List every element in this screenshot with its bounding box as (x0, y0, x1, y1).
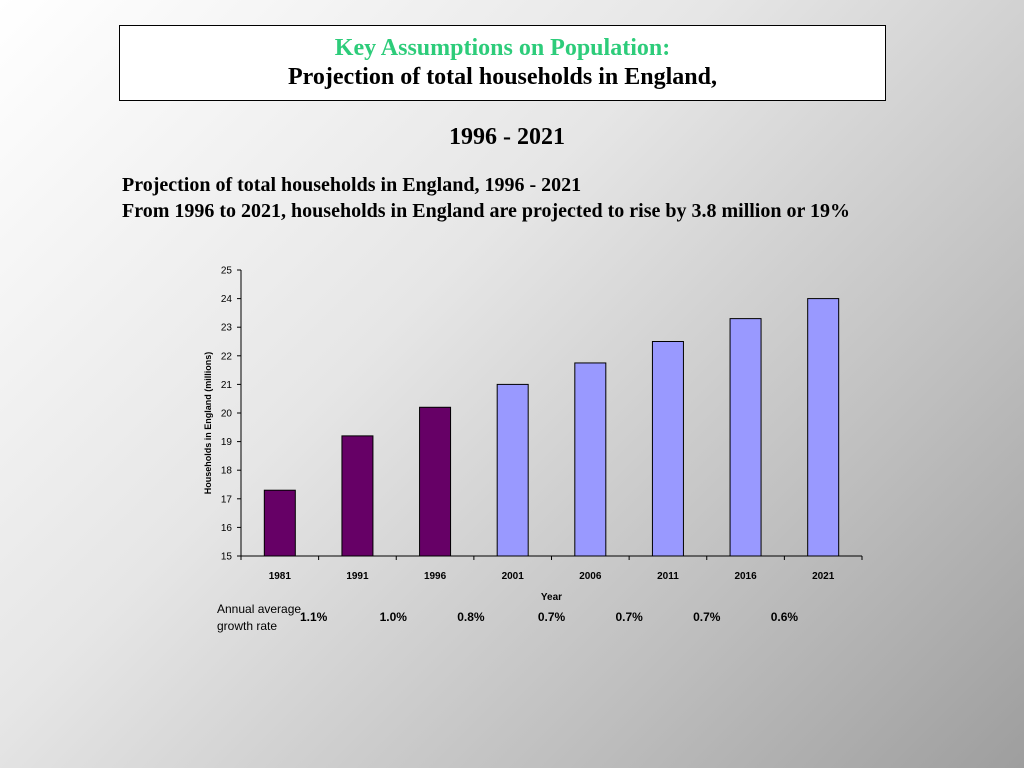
growth-rate-value: 0.7% (693, 610, 721, 624)
x-tick-label: 2016 (734, 571, 757, 582)
title-box: Key Assumptions on Population: Projectio… (119, 25, 886, 101)
y-tick-label: 21 (221, 380, 233, 391)
y-tick-label: 22 (221, 351, 233, 362)
title-subheading: Projection of total households in Englan… (288, 64, 717, 90)
x-tick-label: 2011 (657, 571, 679, 582)
bar-2006 (574, 362, 607, 557)
y-tick-label: 23 (221, 323, 233, 334)
y-tick-label: 19 (221, 437, 233, 448)
bar-2011 (651, 341, 684, 557)
y-tick-label: 18 (221, 466, 233, 477)
chart-heading-title: Projection of total households in Englan… (122, 174, 582, 196)
title-years: 1996 - 2021 (449, 124, 565, 150)
x-tick-label: 1981 (269, 571, 292, 582)
bar-2021 (807, 298, 840, 557)
chart-heading-summary: From 1996 to 2021, households in England… (122, 200, 850, 222)
growth-rate-value: 0.8% (457, 610, 485, 624)
growth-rate-value: 0.6% (771, 610, 799, 624)
x-tick-label: 2006 (579, 571, 602, 582)
growth-rate-value: 1.0% (380, 610, 408, 624)
bar-1981 (263, 489, 296, 557)
bar-1996 (419, 406, 452, 557)
y-tick-label: 17 (221, 494, 233, 505)
x-axis-title: Year (541, 592, 562, 603)
growth-rate-value: 0.7% (538, 610, 566, 624)
growth-rate-value: 0.7% (615, 610, 643, 624)
x-tick-label: 2021 (812, 571, 835, 582)
y-tick-label: 24 (221, 294, 233, 305)
chart-heading: Projection of total households in Englan… (122, 172, 912, 224)
title-heading: Key Assumptions on Population: (334, 35, 671, 61)
bar-2016 (729, 318, 762, 557)
y-tick-label: 25 (221, 266, 233, 277)
growth-rate-label: Annual average growth rate (217, 602, 302, 633)
bar-1991 (341, 435, 374, 557)
y-tick-label: 15 (221, 552, 233, 563)
x-tick-label: 2001 (502, 571, 525, 582)
y-tick-label: 16 (221, 523, 233, 534)
y-tick-label: 20 (221, 409, 233, 420)
x-tick-label: 1996 (424, 571, 447, 582)
x-tick-label: 1991 (346, 571, 369, 582)
y-axis-title: Households in England (millions) (203, 352, 213, 495)
growth-rate-value: 1.1% (300, 610, 328, 624)
bar-2001 (496, 383, 529, 557)
